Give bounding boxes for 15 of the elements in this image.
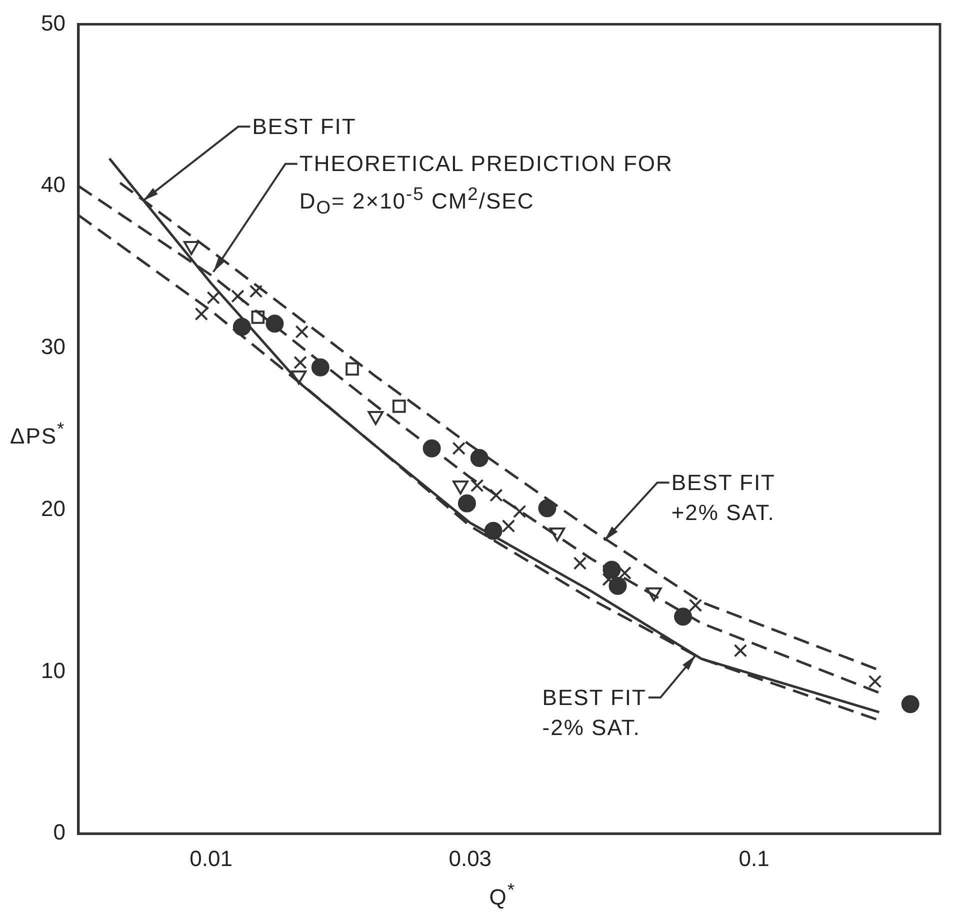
y-tick-label: 50: [40, 10, 66, 36]
annotation: BEST FIT: [252, 112, 356, 141]
annotation: BEST FIT +2% SAT.: [671, 468, 776, 527]
y-tick-label: 20: [40, 496, 66, 521]
y-tick-label: 0: [53, 820, 66, 845]
x-tick-label: 0.03: [448, 846, 492, 871]
y-axis-title: ΔPS$^{*}$: [10, 416, 66, 450]
y-tick-label: 30: [40, 334, 66, 360]
y-tick-label: 10: [40, 658, 66, 683]
annotation: THEORETICAL PREDICTION FOR D$_{O}$= 2×10$^{-5}$ CM$^{2}$/SEC: [299, 150, 673, 220]
x-tick-label: 0.01: [190, 846, 232, 871]
y-tick-label: 40: [40, 172, 66, 198]
x-tick-label: 0.1: [738, 846, 770, 871]
x-axis-title: Q$^{*}$: [489, 878, 516, 909]
annotation: BEST FIT -2% SAT.: [542, 684, 646, 742]
